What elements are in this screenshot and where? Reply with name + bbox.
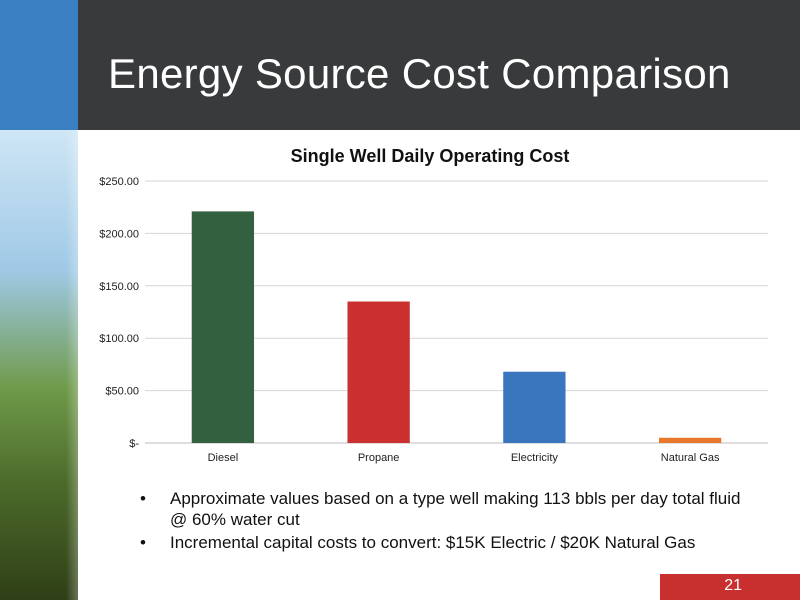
bullet-dot: • [140,533,146,552]
chart-bars [191,211,722,443]
y-tick-label: $250.00 [99,176,139,188]
page-number: 21 [724,577,742,594]
y-tick-label: $200.00 [99,228,139,240]
bar-electricity [503,371,566,443]
y-tick-label: $150.00 [99,281,139,293]
x-tick-label: Diesel [208,452,239,464]
slide-title: Energy Source Cost Comparison [108,50,731,97]
x-tick-label: Propane [358,452,400,464]
y-axis-ticks: $- $50.00 $100.00 $150.00 $200.00 $250.00 [99,176,139,450]
bullet-text: Incremental capital costs to convert: $1… [170,533,696,552]
bullet-item: • Incremental capital costs to convert: … [140,532,760,553]
x-axis-ticks: Diesel Propane Electricity Natural Gas [208,452,720,464]
page-number-box: 21 [660,574,800,600]
y-tick-label: $50.00 [105,386,139,398]
x-tick-label: Natural Gas [661,452,720,464]
bar-diesel [191,211,255,443]
y-tick-label: $100.00 [99,333,139,345]
bullet-text: Approximate values based on a type well … [170,489,741,529]
bullet-dot: • [140,489,146,508]
bullet-list: • Approximate values based on a type wel… [140,488,760,555]
side-decoration [0,0,110,600]
chart-title: Single Well Daily Operating Cost [290,146,570,166]
bar-natural-gas [658,437,722,443]
x-tick-label: Electricity [511,452,559,464]
bullet-item: • Approximate values based on a type wel… [140,488,760,530]
side-photo-fade [0,130,110,600]
bar-chart: $- $50.00 $100.00 $150.00 $200.00 $250.00 Die… [99,176,768,464]
title-bar [78,0,800,130]
side-blue-block [0,0,78,130]
bar-propane [347,301,410,443]
y-tick-label: $- [129,438,139,450]
